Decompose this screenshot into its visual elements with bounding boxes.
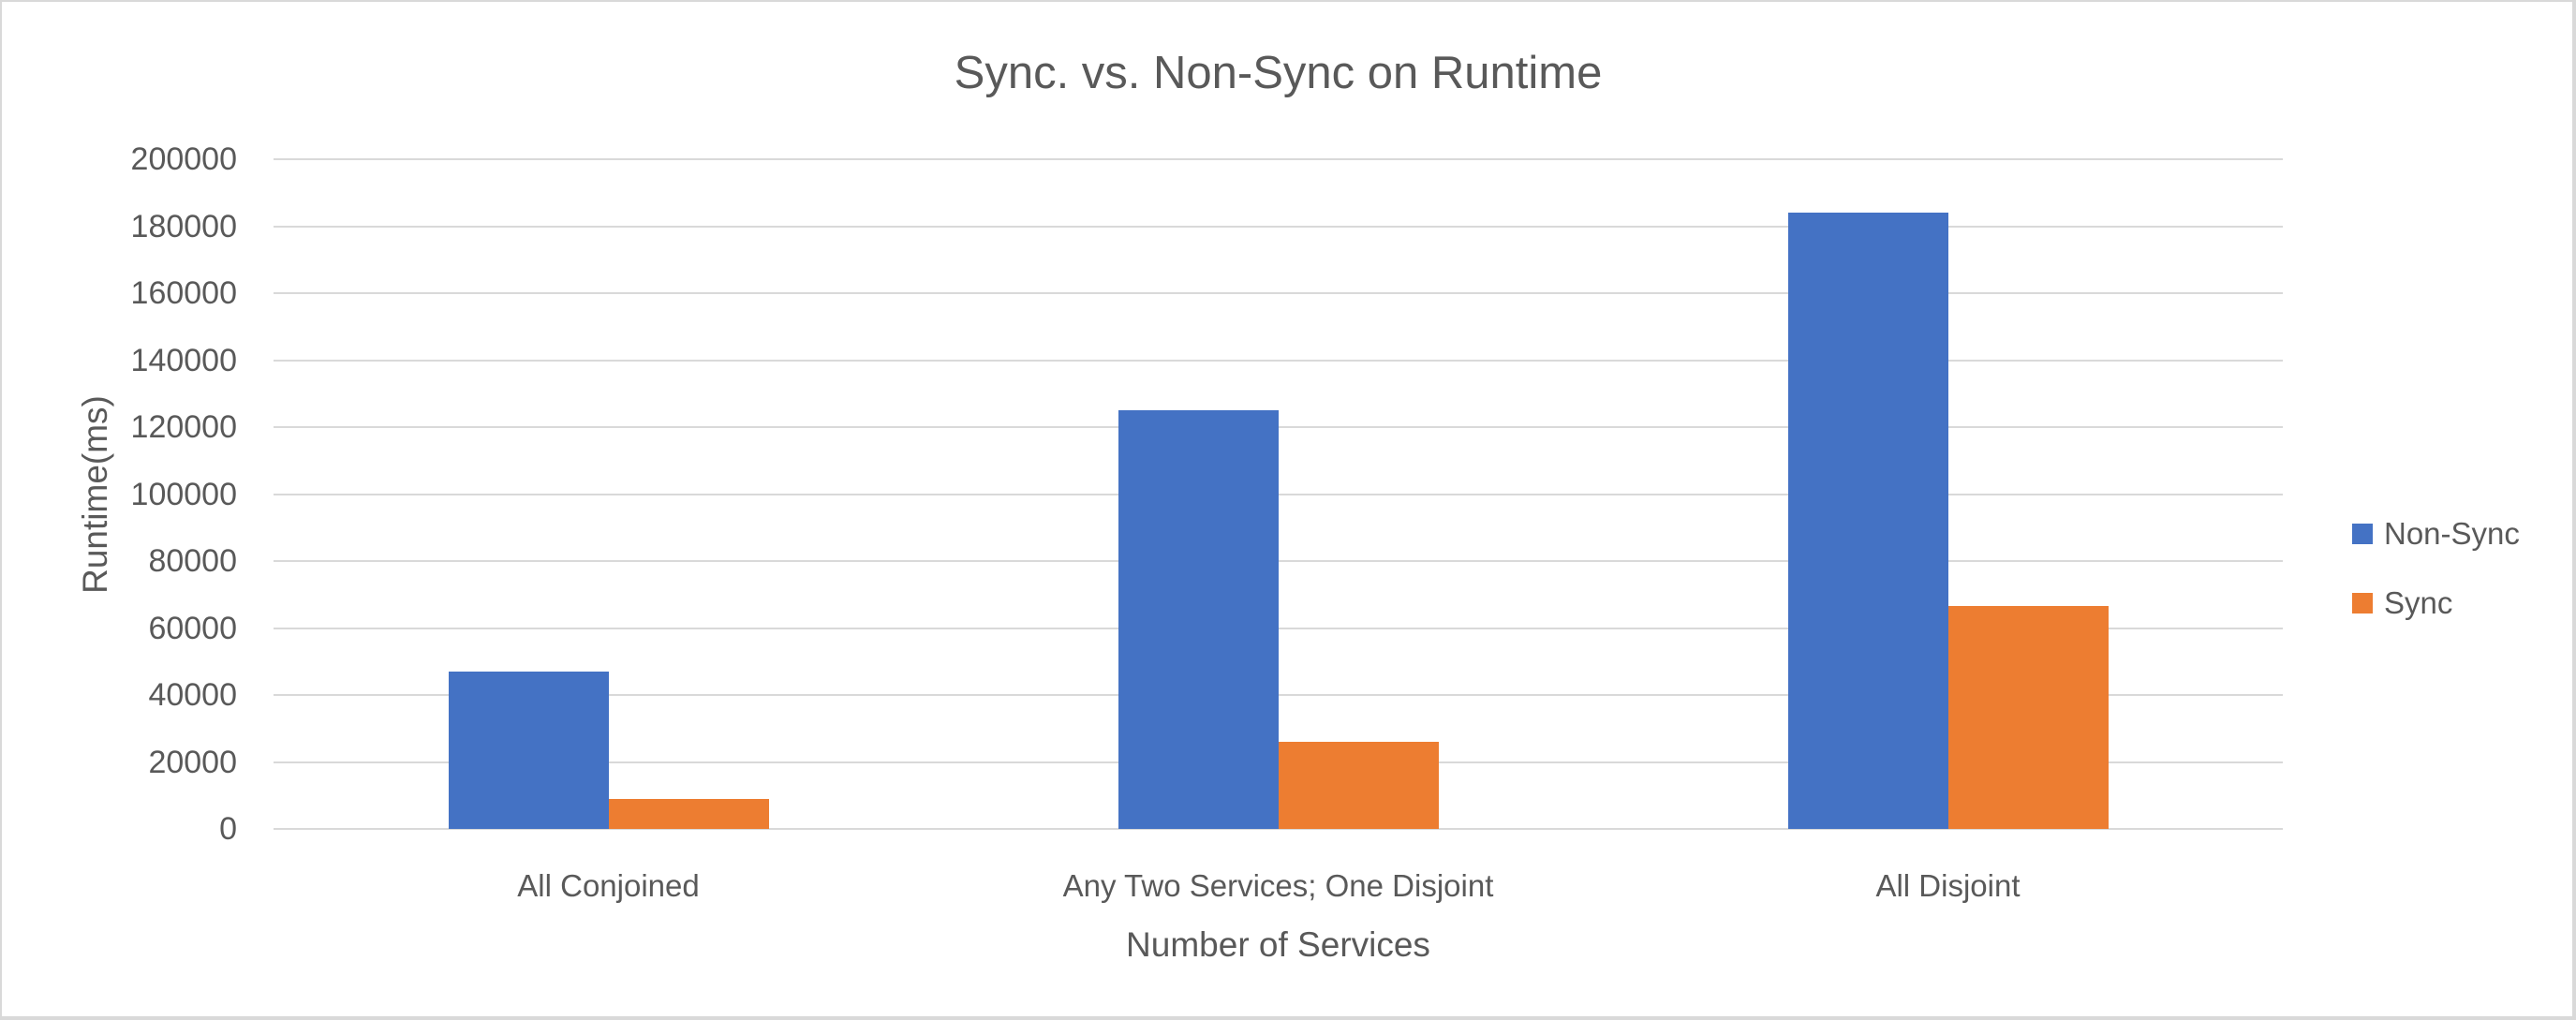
chart-title: Sync. vs. Non-Sync on Runtime	[954, 48, 1603, 98]
gridline	[274, 828, 2283, 830]
y-tick-label: 60000	[148, 610, 237, 646]
gridline	[274, 426, 2283, 428]
y-tick-label: 80000	[148, 543, 237, 579]
gridline	[274, 225, 2283, 228]
gridline	[274, 493, 2283, 495]
legend-label: Sync	[2384, 585, 2453, 620]
y-tick-label: 180000	[130, 208, 237, 244]
y-tick-label: 140000	[130, 342, 237, 378]
gridline	[274, 158, 2283, 160]
bar-sync	[1947, 606, 2109, 829]
legend-label: Non-Sync	[2384, 516, 2520, 551]
bar-non-sync	[1787, 213, 1948, 829]
bar-non-sync	[448, 671, 609, 829]
legend-swatch	[2352, 593, 2373, 613]
gridline	[274, 627, 2283, 629]
gridline	[274, 292, 2283, 294]
gridline	[274, 694, 2283, 696]
gridline	[274, 359, 2283, 362]
legend-item: Non-Sync	[2352, 516, 2520, 551]
plot-area	[274, 158, 2283, 830]
legend: Non-Sync Sync	[2352, 516, 2520, 656]
y-tick-label: 40000	[148, 677, 237, 713]
y-tick-label: 100000	[130, 476, 237, 512]
gridline	[274, 560, 2283, 562]
bar-sync	[1278, 742, 1439, 829]
bar-sync	[608, 798, 769, 829]
category-label: All Conjoined	[517, 868, 700, 903]
legend-swatch	[2352, 524, 2373, 544]
category-label: Any Two Services; One Disjoint	[1062, 868, 1494, 903]
y-tick-label: 120000	[130, 409, 237, 445]
x-axis-title: Number of Services	[1126, 925, 1430, 964]
legend-item: Sync	[2352, 585, 2520, 620]
y-tick-label: 160000	[130, 275, 237, 311]
y-tick-label: 0	[219, 811, 237, 847]
category-label: All Disjoint	[1875, 868, 2021, 903]
y-tick-label: 20000	[148, 744, 237, 780]
bar-non-sync	[1118, 410, 1279, 829]
y-tick-label: 200000	[130, 141, 237, 177]
